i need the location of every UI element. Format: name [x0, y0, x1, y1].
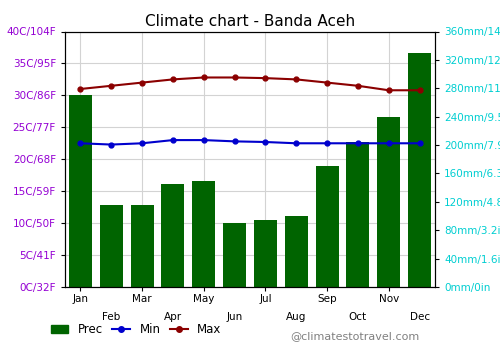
Bar	[346, 141, 370, 287]
Bar	[130, 205, 154, 287]
Text: Jun: Jun	[226, 312, 242, 322]
Bar	[223, 223, 246, 287]
Text: Aug: Aug	[286, 312, 306, 322]
Text: Feb: Feb	[102, 312, 120, 322]
Legend: Prec, Min, Max: Prec, Min, Max	[46, 318, 226, 341]
Text: Dec: Dec	[410, 312, 430, 322]
Bar	[100, 205, 123, 287]
Bar	[162, 184, 184, 287]
Bar	[316, 166, 338, 287]
Bar	[69, 95, 92, 287]
Text: Oct: Oct	[349, 312, 367, 322]
Bar	[408, 53, 431, 287]
Bar	[254, 219, 277, 287]
Text: @climatestotravel.com: @climatestotravel.com	[290, 331, 419, 341]
Title: Climate chart - Banda Aceh: Climate chart - Banda Aceh	[145, 14, 355, 29]
Text: Apr: Apr	[164, 312, 182, 322]
Bar	[192, 181, 216, 287]
Bar	[377, 117, 400, 287]
Bar	[284, 216, 308, 287]
